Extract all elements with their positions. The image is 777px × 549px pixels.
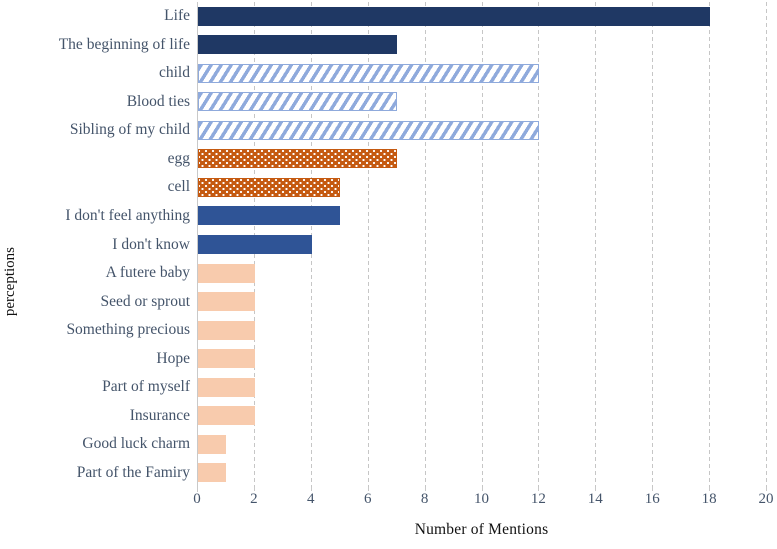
bar — [198, 434, 227, 454]
x-tick-label: 16 — [644, 491, 660, 507]
bar — [198, 320, 255, 340]
x-tick-label: 6 — [363, 491, 372, 507]
gridline — [481, 2, 483, 487]
x-tick-mark — [481, 487, 483, 491]
category-label: The beginning of life — [58, 35, 190, 53]
x-tick-label: 20 — [758, 491, 774, 507]
x-axis-title: Number of Mentions — [414, 521, 549, 538]
x-tick-mark — [253, 487, 255, 491]
gridline — [538, 2, 540, 487]
bar — [198, 263, 255, 283]
bar — [198, 177, 341, 197]
gridline — [709, 2, 711, 487]
x-tick-label: 0 — [193, 491, 201, 507]
x-tick-mark — [595, 487, 597, 491]
x-tick-label: 4 — [307, 491, 315, 507]
bar — [198, 120, 540, 140]
category-label: Hope — [156, 349, 190, 367]
category-label: A futere baby — [105, 264, 190, 282]
x-tick-mark — [367, 487, 369, 491]
category-label: egg — [167, 149, 190, 167]
bar — [198, 349, 255, 369]
bar — [198, 377, 255, 397]
category-label: Life — [164, 7, 190, 25]
category-label: Part of the Famiry — [76, 463, 190, 481]
bar — [198, 63, 540, 83]
category-label: child — [159, 64, 190, 82]
bar — [198, 35, 398, 55]
x-tick-label: 14 — [587, 491, 603, 507]
category-label: Something precious — [66, 321, 190, 339]
x-tick-mark — [652, 487, 654, 491]
gridline — [766, 2, 767, 487]
bar — [198, 235, 312, 254]
y-axis-line — [197, 2, 198, 492]
gridline — [367, 2, 369, 487]
gridline — [595, 2, 597, 487]
bar — [198, 206, 341, 226]
gridline — [652, 2, 654, 487]
category-label: cell — [167, 178, 190, 196]
x-tick-label: 8 — [420, 491, 429, 507]
x-tick-mark — [709, 487, 711, 491]
x-tick-mark — [766, 487, 767, 491]
category-label: Insurance — [129, 406, 190, 424]
bar — [198, 463, 227, 483]
x-tick-label: 12 — [530, 491, 546, 507]
x-tick-label: 2 — [250, 491, 258, 507]
x-tick-label: 18 — [701, 491, 717, 507]
category-label: Part of myself — [102, 378, 190, 396]
bar — [198, 292, 255, 312]
category-label: I don't feel anything — [65, 206, 190, 224]
x-tick-mark — [538, 487, 540, 491]
category-label: Good luck charm — [82, 435, 190, 453]
y-axis-title: perceptions — [2, 247, 18, 317]
x-tick-mark — [424, 487, 426, 491]
x-tick-label: 10 — [474, 491, 489, 507]
category-label: Blood ties — [126, 92, 190, 110]
bar — [198, 6, 711, 26]
bar — [198, 406, 255, 426]
gridline — [424, 2, 426, 487]
bar — [198, 92, 398, 112]
bar — [198, 149, 398, 169]
category-label: Seed or sprout — [100, 292, 190, 310]
category-label: I don't know — [112, 235, 190, 253]
category-label: Sibling of my child — [69, 121, 190, 139]
x-tick-mark — [310, 487, 312, 491]
